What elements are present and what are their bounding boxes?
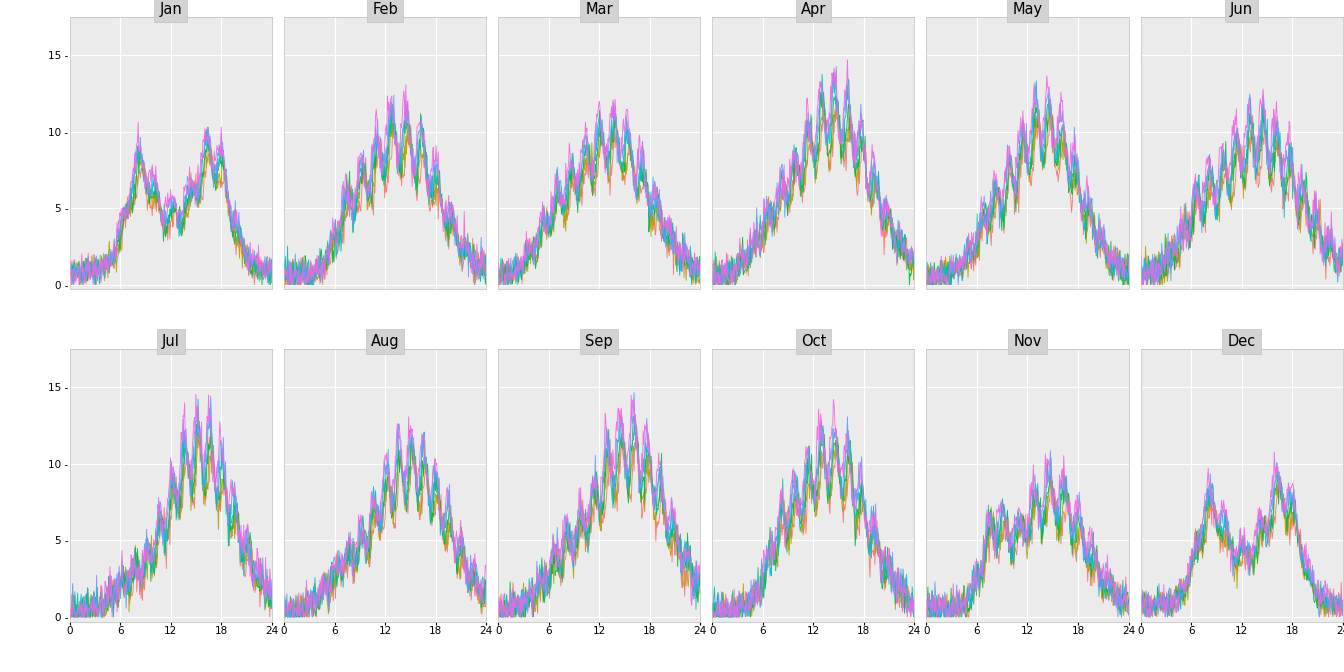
Title: Mar: Mar [586,2,613,17]
Title: Aug: Aug [371,334,399,349]
Title: May: May [1012,2,1043,17]
Title: Jun: Jun [1230,2,1253,17]
Title: Apr: Apr [801,2,827,17]
Title: Dec: Dec [1227,334,1255,349]
Title: Feb: Feb [372,2,398,17]
Title: Jan: Jan [160,2,183,17]
Title: Oct: Oct [801,334,827,349]
Title: Sep: Sep [586,334,613,349]
Title: Nov: Nov [1013,334,1042,349]
Title: Jul: Jul [163,334,180,349]
